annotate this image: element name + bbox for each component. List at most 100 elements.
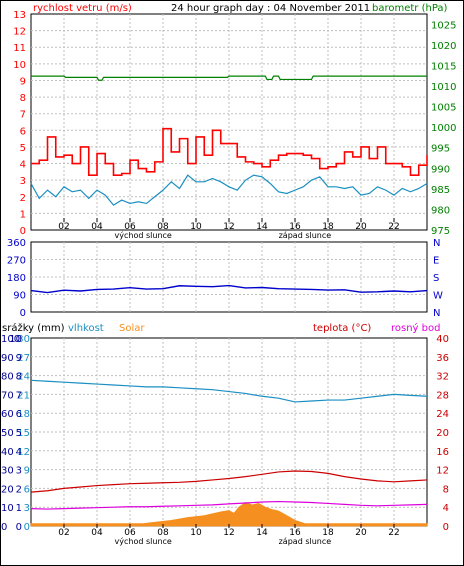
temp-tick-label: 32 bbox=[436, 372, 449, 383]
solar-label: Solar bbox=[119, 323, 145, 334]
barometer-tick-label: 995 bbox=[431, 144, 450, 155]
rain-tick-label: 5 bbox=[16, 428, 22, 439]
compass-tick-label: S bbox=[433, 273, 439, 284]
wind-tick-label: 1 bbox=[20, 209, 26, 220]
wind-tick-label: 9 bbox=[20, 76, 26, 87]
direction-tick-label: 0 bbox=[20, 308, 26, 319]
direction-tick-label: 270 bbox=[7, 256, 26, 267]
x-tick-label: 18 bbox=[322, 528, 334, 538]
rain-tick-label: 0 bbox=[16, 522, 22, 533]
rain-tick-label: 6 bbox=[16, 409, 22, 420]
rain-tick-label: 3 bbox=[16, 466, 22, 477]
dewpoint-line bbox=[30, 500, 428, 510]
barometer-line bbox=[31, 75, 427, 81]
temp-tick-label: 12 bbox=[436, 466, 449, 477]
temperature-label: teplota (°C) bbox=[313, 323, 371, 334]
barometer-tick-label: 1000 bbox=[431, 123, 456, 134]
temp-tick-label: 20 bbox=[436, 428, 449, 439]
wind-tick-label: 3 bbox=[20, 176, 26, 187]
rain-tick-label: 2 bbox=[16, 484, 22, 495]
direction-line bbox=[30, 284, 428, 294]
wind-tick-label: 0 bbox=[20, 226, 26, 237]
x-tick-label: 04 bbox=[91, 222, 103, 232]
humidity-tick-label: 24 bbox=[17, 372, 30, 383]
humidity-tick-label: 18 bbox=[17, 409, 30, 420]
wind-tick-label: 13 bbox=[13, 10, 26, 21]
rain-tick-label: 7 bbox=[16, 390, 22, 401]
left-scale-tick-label: 60 bbox=[1, 409, 14, 420]
barometer-tick-label: 1005 bbox=[431, 103, 456, 114]
temperature-line bbox=[30, 470, 428, 493]
compass-tick-label: E bbox=[433, 256, 439, 267]
x-tick-label: 22 bbox=[388, 222, 399, 232]
humidity-tick-label: 15 bbox=[17, 428, 30, 439]
wind-tick-label: 5 bbox=[20, 143, 26, 154]
temp-tick-label: 24 bbox=[436, 409, 449, 420]
humidity-tick-label: 3 bbox=[24, 503, 30, 514]
rain-tick-label: 8 bbox=[16, 372, 22, 383]
barometer-tick-label: 1015 bbox=[431, 61, 456, 72]
humidity-tick-label: 30 bbox=[17, 334, 30, 345]
barometer-axis-label: barometr (hPa) bbox=[372, 3, 448, 14]
temp-tick-label: 16 bbox=[436, 447, 449, 458]
rain-tick-label: 4 bbox=[16, 447, 22, 458]
temp-tick-label: 4 bbox=[443, 503, 449, 514]
left-scale-tick-label: 10 bbox=[1, 503, 14, 514]
compass-tick-label: N bbox=[433, 238, 440, 249]
humidity-tick-label: 6 bbox=[24, 484, 30, 495]
dewpoint-label: rosný bod bbox=[391, 322, 440, 334]
sun-annotation: východ slunce bbox=[115, 537, 172, 546]
temp-tick-label: 8 bbox=[443, 484, 449, 495]
rain-tick-label: 1 bbox=[16, 503, 22, 514]
left-scale-tick-label: 80 bbox=[1, 372, 14, 383]
temp-tick-label: 36 bbox=[436, 353, 449, 364]
humidity-line bbox=[30, 379, 428, 403]
x-tick-label: 20 bbox=[355, 528, 367, 538]
left-scale-tick-label: 90 bbox=[1, 353, 14, 364]
compass-tick-label: W bbox=[433, 291, 443, 302]
x-tick-label: 04 bbox=[91, 528, 103, 538]
x-tick-label: 10 bbox=[190, 222, 202, 232]
x-tick-label: 18 bbox=[322, 222, 334, 232]
x-tick-label: 06 bbox=[124, 528, 136, 538]
left-scale-tick-label: 40 bbox=[1, 447, 14, 458]
x-tick-label: 10 bbox=[190, 528, 202, 538]
x-tick-label: 02 bbox=[58, 222, 69, 232]
barometer-tick-label: 1020 bbox=[431, 41, 456, 52]
x-tick-label: 14 bbox=[256, 222, 268, 232]
x-tick-label: 14 bbox=[256, 528, 268, 538]
barometer-tick-label: 980 bbox=[431, 205, 450, 216]
wind-speed-line bbox=[30, 174, 428, 206]
wind-tick-label: 2 bbox=[20, 193, 26, 204]
wind-tick-label: 7 bbox=[20, 110, 26, 121]
barometer-tick-label: 985 bbox=[431, 185, 450, 196]
humidity-tick-label: 12 bbox=[17, 447, 30, 458]
barometer-tick-label: 1025 bbox=[431, 20, 456, 31]
temp-tick-label: 28 bbox=[436, 390, 449, 401]
humidity-tick-label: 0 bbox=[24, 522, 30, 533]
left-scale-tick-label: 70 bbox=[1, 390, 14, 401]
x-tick-label: 16 bbox=[289, 528, 301, 538]
solar-area bbox=[30, 502, 428, 527]
temp-tick-label: 40 bbox=[436, 334, 449, 345]
x-tick-label: 02 bbox=[58, 528, 69, 538]
x-tick-label: 20 bbox=[355, 222, 367, 232]
wind-tick-label: 8 bbox=[20, 93, 26, 104]
wind-tick-label: 6 bbox=[20, 126, 26, 137]
gust-line bbox=[31, 127, 428, 176]
direction-tick-label: 180 bbox=[7, 273, 26, 284]
sun-annotation: západ slunce bbox=[279, 537, 332, 546]
left-scale-tick-label: 0 bbox=[1, 522, 7, 533]
humidity-label: vlhkost bbox=[68, 323, 104, 334]
humidity-tick-label: 27 bbox=[17, 353, 30, 364]
rain-tick-label: 9 bbox=[16, 353, 22, 364]
barometer-tick-label: 990 bbox=[431, 164, 450, 175]
left-scale-tick-label: 20 bbox=[1, 484, 14, 495]
sun-annotation: východ slunce bbox=[115, 231, 172, 240]
wind-tick-label: 10 bbox=[13, 60, 26, 71]
compass-tick-label: N bbox=[433, 308, 440, 319]
x-tick-label: 08 bbox=[157, 222, 169, 232]
barometer-tick-label: 1010 bbox=[431, 82, 456, 93]
temp-tick-label: 0 bbox=[443, 522, 449, 533]
